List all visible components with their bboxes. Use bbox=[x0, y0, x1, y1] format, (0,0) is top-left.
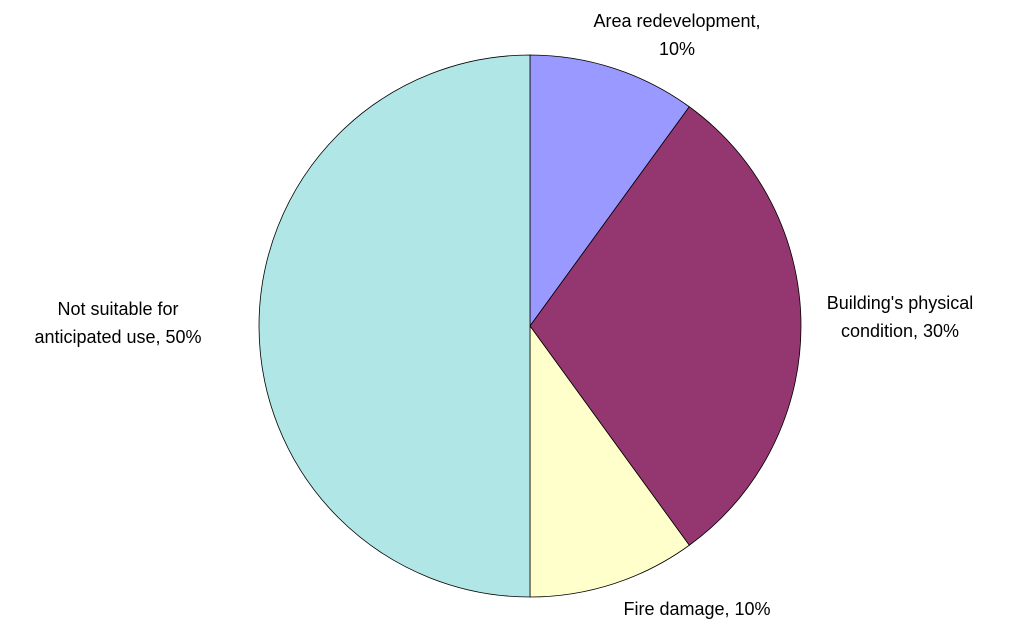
pie-slice bbox=[529, 324, 690, 598]
pie-slice bbox=[258, 54, 531, 598]
pie-slice bbox=[529, 54, 690, 328]
data-label: Building's physical bbox=[827, 293, 974, 313]
data-label: condition, 30% bbox=[841, 321, 959, 341]
data-label: anticipated use, 50% bbox=[34, 327, 201, 347]
data-label: Fire damage, 10% bbox=[623, 599, 770, 619]
data-label: 10% bbox=[659, 39, 695, 59]
data-label: Not suitable for bbox=[57, 299, 178, 319]
data-label: Area redevelopment, bbox=[593, 11, 760, 31]
pie-slice bbox=[529, 106, 802, 546]
